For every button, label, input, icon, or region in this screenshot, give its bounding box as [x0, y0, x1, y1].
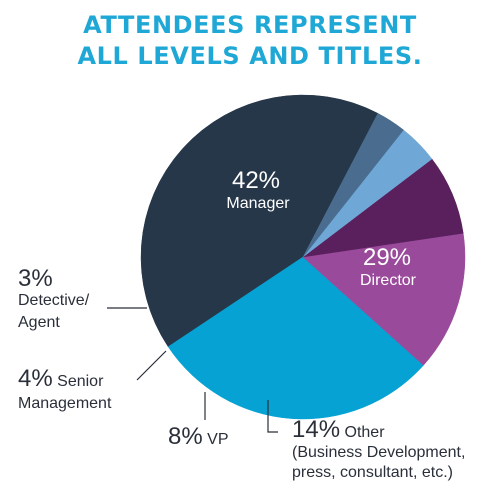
label-senior-management-line-2: Management: [18, 395, 112, 412]
label-other-line-2: (Business Development,: [292, 444, 466, 461]
chart-title-line-2: ALL LEVELS AND TITLES.: [77, 42, 423, 70]
label-other-line-3: press, consultant, etc.): [292, 464, 453, 481]
slice-label-director: Director: [360, 272, 417, 289]
leader-line-other: [267, 400, 278, 433]
leader-lines: [107, 307, 278, 433]
pie-slices: [140, 94, 466, 420]
chart-title-line-1: ATTENDEES REPRESENT: [83, 11, 417, 39]
label-other-percent: 14%: [292, 416, 341, 443]
leader-line-senior-management: [136, 350, 167, 381]
label-senior-management: 4% Senior Management: [18, 365, 112, 415]
chart-title: ATTENDEES REPRESENT ALL LEVELS AND TITLE…: [0, 10, 500, 72]
label-senior-management-line-1: Senior: [57, 373, 104, 390]
label-detective-agent-line-2: Agent: [18, 314, 60, 331]
pie-slice-detective-agent: [302, 113, 404, 258]
pie-inside-labels: 42% Manager 29% Director: [226, 167, 416, 289]
label-vp-percent: 8%: [168, 423, 203, 450]
label-senior-management-percent: 4%: [18, 365, 53, 392]
label-detective-agent-percent: 3%: [18, 265, 53, 292]
pie-slice-other-business-development-press-consultant-etc: [302, 232, 466, 366]
slice-percent-director: 29%: [363, 244, 411, 271]
slice-label-manager: Manager: [226, 195, 290, 212]
label-vp-text: VP: [207, 431, 229, 448]
label-other-line-1: Other: [344, 424, 385, 441]
pie-slice-director: [167, 256, 424, 420]
pie-slice-manager: [140, 94, 379, 348]
label-other: 14% Other (Business Development, press, …: [292, 418, 466, 483]
label-vp: 8% VP: [168, 423, 228, 451]
label-detective-agent: 3% Detective/ Agent: [18, 265, 90, 334]
label-detective-agent-line-1: Detective/: [18, 292, 90, 309]
slice-percent-manager: 42%: [232, 167, 280, 194]
